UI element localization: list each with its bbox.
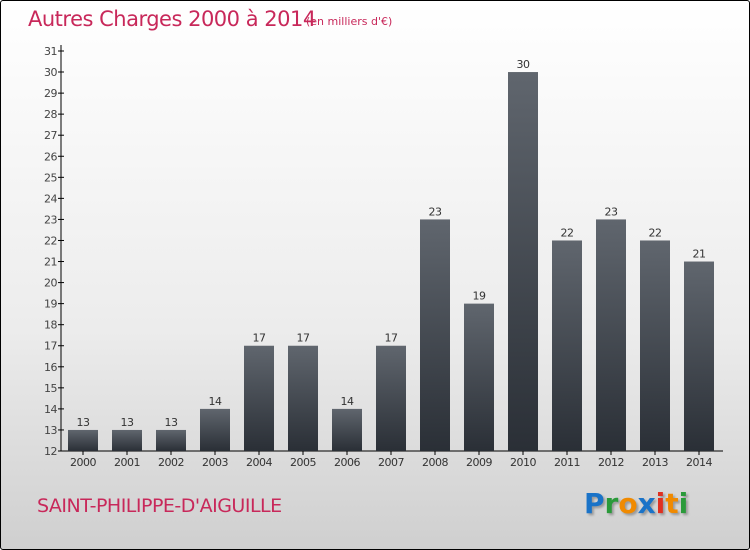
- x-tick-label: 2002: [158, 456, 184, 469]
- x-tick-label: 2013: [642, 456, 668, 469]
- x-tick-label: 2003: [202, 456, 228, 469]
- x-tick-label: 2005: [290, 456, 316, 469]
- bar-2004: [244, 345, 274, 451]
- bar-2008: [420, 219, 450, 451]
- data-label: 13: [77, 416, 90, 429]
- x-tick-label: 2004: [246, 456, 272, 469]
- data-label: 14: [209, 395, 222, 408]
- y-tick-label: 15: [44, 382, 57, 395]
- data-label: 22: [649, 226, 662, 239]
- y-tick-label: 13: [44, 424, 57, 437]
- y-tick-label: 31: [44, 45, 57, 58]
- y-tick-label: 30: [44, 66, 57, 79]
- data-label: 30: [517, 58, 530, 71]
- y-tick-label: 23: [44, 213, 57, 226]
- y-tick-label: 28: [44, 108, 57, 121]
- chart-subtitle: (en milliers d'€): [306, 15, 393, 28]
- y-tick-label: 29: [44, 87, 57, 100]
- bar-2013: [640, 240, 670, 451]
- data-label: 23: [605, 205, 618, 218]
- x-tick-label: 2009: [466, 456, 492, 469]
- proxiti-logo[interactable]: Proxiti: [584, 487, 689, 520]
- bar-2001: [112, 429, 142, 451]
- bar-2014: [684, 261, 714, 451]
- y-tick-label: 25: [44, 171, 57, 184]
- bar-2007: [376, 345, 406, 451]
- y-tick-label: 17: [44, 340, 57, 353]
- bar-2000: [68, 429, 98, 451]
- data-label: 19: [473, 290, 486, 303]
- x-tick-label: 2011: [554, 456, 580, 469]
- x-tick-label: 2007: [378, 456, 404, 469]
- x-tick-label: 2001: [114, 456, 140, 469]
- data-label: 13: [165, 416, 178, 429]
- bar-2011: [552, 240, 582, 451]
- bar-2012: [596, 219, 626, 451]
- x-tick-label: 2000: [70, 456, 96, 469]
- y-tick-label: 22: [44, 234, 57, 247]
- y-tick-label: 19: [44, 298, 57, 311]
- data-label: 22: [561, 226, 574, 239]
- data-label: 17: [297, 332, 310, 345]
- bar-2006: [332, 408, 362, 451]
- data-label: 14: [341, 395, 354, 408]
- data-label: 13: [121, 416, 134, 429]
- town-name: SAINT-PHILIPPE-D'AIGUILLE: [37, 495, 282, 517]
- data-label: 23: [429, 205, 442, 218]
- x-tick-label: 2012: [598, 456, 624, 469]
- y-tick-label: 26: [44, 150, 57, 163]
- y-tick-label: 21: [44, 256, 57, 269]
- x-tick-label: 2006: [334, 456, 360, 469]
- data-label: 21: [693, 248, 706, 261]
- data-label: 17: [385, 332, 398, 345]
- x-tick-label: 2010: [510, 456, 536, 469]
- y-tick-label: 16: [44, 361, 57, 374]
- bar-2009: [464, 303, 494, 451]
- y-tick-label: 24: [44, 192, 57, 205]
- chart-title: Autres Charges 2000 à 2014: [28, 7, 316, 31]
- data-label: 17: [253, 332, 266, 345]
- bar-2002: [156, 429, 186, 451]
- bar-2003: [200, 408, 230, 451]
- y-tick-label: 20: [44, 277, 57, 290]
- y-tick-label: 18: [44, 319, 57, 332]
- x-tick-label: 2008: [422, 456, 448, 469]
- bar-2010: [508, 72, 538, 451]
- y-tick-label: 12: [44, 445, 57, 458]
- x-tick-label: 2014: [686, 456, 712, 469]
- bar-2005: [288, 345, 318, 451]
- y-tick-label: 27: [44, 129, 57, 142]
- y-tick-label: 14: [44, 403, 57, 416]
